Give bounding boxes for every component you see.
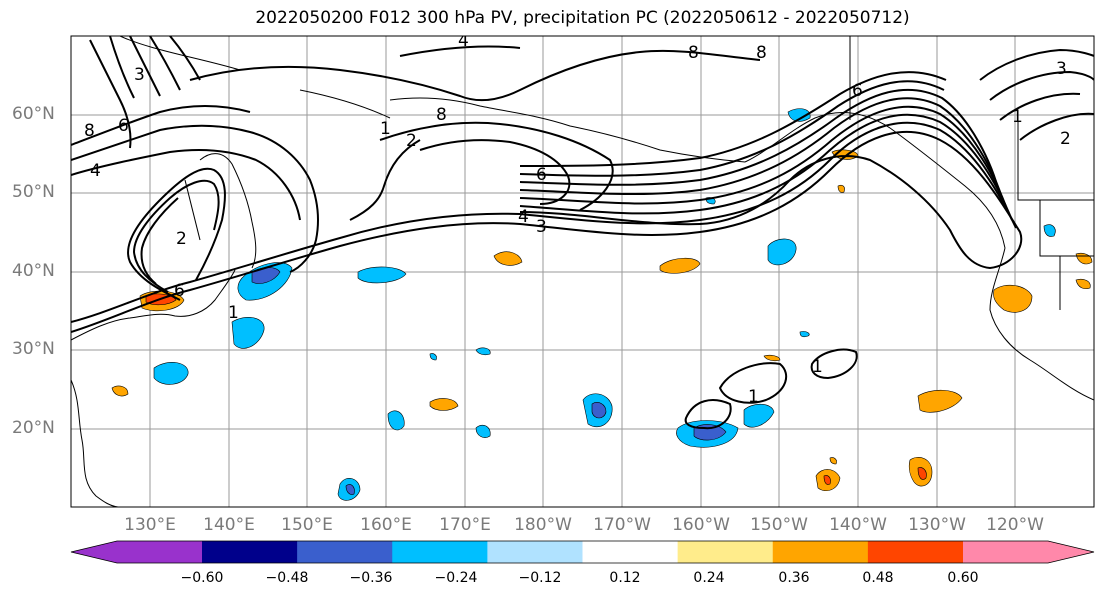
lon-label-170e: 170°E [439,515,491,535]
contour-label: 3 [1056,59,1067,79]
contour-label: 1 [380,119,391,139]
colorbar-tick: 0.60 [947,570,979,586]
lon-label-130w: 130°W [908,515,966,535]
pv-contour-labels: 8 6 3 4 6 2 1 1 2 8 4 6 4 3 8 8 6 3 2 1 … [84,31,1071,407]
lon-label-130e: 130°E [124,515,176,535]
contour-label: 1 [812,357,823,377]
pv-contours [71,36,1094,430]
colorbar-tick: 0.12 [609,570,641,586]
contour-label: 1 [228,303,239,323]
colorbar-tick: 0.36 [778,570,810,586]
colorbar-bin [392,541,488,563]
lat-label-50n: 50°N [12,182,55,202]
contour-label: 8 [84,121,95,141]
colorbar-bin [202,541,298,563]
contour-label: 2 [176,229,187,249]
colorbar-bin [582,541,679,563]
contour-label: 8 [756,43,767,63]
colorbar-tick: −0.36 [349,570,393,586]
colorbar-tick: 0.24 [693,570,725,586]
map-title: 2022050200 F012 300 hPa PV, precipitatio… [255,8,910,28]
colorbar-tick: −0.12 [518,570,562,586]
lon-label-150e: 150°E [281,515,333,535]
colorbar-outline [70,540,1095,564]
contour-label: 4 [458,31,469,51]
lon-label-140e: 140°E [203,515,255,535]
contour-label: 6 [852,81,863,101]
lon-label-180w: 180°W [514,515,572,535]
colorbar-tick: −0.24 [434,570,478,586]
lat-label-20n: 20°N [12,418,55,438]
contour-label: 4 [90,161,101,181]
colorbar-extend-max [963,541,1094,563]
lon-label-170w: 170°W [593,515,651,535]
colorbar-bin [677,541,774,563]
contour-label: 8 [688,43,699,63]
colorbar-bin [772,541,869,563]
map-frame [70,35,1095,508]
contour-label: 3 [134,65,145,85]
colorbar-tick: −0.60 [180,570,224,586]
precip-negative-areas [153,108,1056,501]
contour-label: 2 [1060,129,1071,149]
colorbar-bin [297,541,393,563]
coastlines [71,36,1094,507]
contour-label: 1 [1012,107,1023,127]
lat-label-60n: 60°N [12,104,55,124]
lat-label-30n: 30°N [12,339,55,359]
contour-label: 6 [118,116,129,136]
contour-label: 6 [536,165,547,185]
contour-label: 3 [536,217,547,237]
contour-label: 2 [406,131,417,151]
contour-label: 6 [174,281,185,301]
lat-label-40n: 40°N [12,261,55,281]
lon-label-160e: 160°E [360,515,412,535]
lon-label-160w: 160°W [672,515,730,535]
lon-label-140w: 140°W [829,515,887,535]
colorbar-extend-min [71,541,202,563]
colorbar-bin [867,541,964,563]
contour-label: 4 [518,207,529,227]
contour-label: 8 [436,105,447,125]
colorbar-tick: 0.48 [862,570,894,586]
colorbar-segments [71,541,1094,563]
colorbar-tick: −0.48 [265,570,309,586]
lon-label-120w: 120°W [986,515,1044,535]
precip-positive-areas [111,149,1093,491]
colorbar-bin [487,541,583,563]
contour-label: 1 [748,387,759,407]
lon-label-150w: 150°W [750,515,808,535]
